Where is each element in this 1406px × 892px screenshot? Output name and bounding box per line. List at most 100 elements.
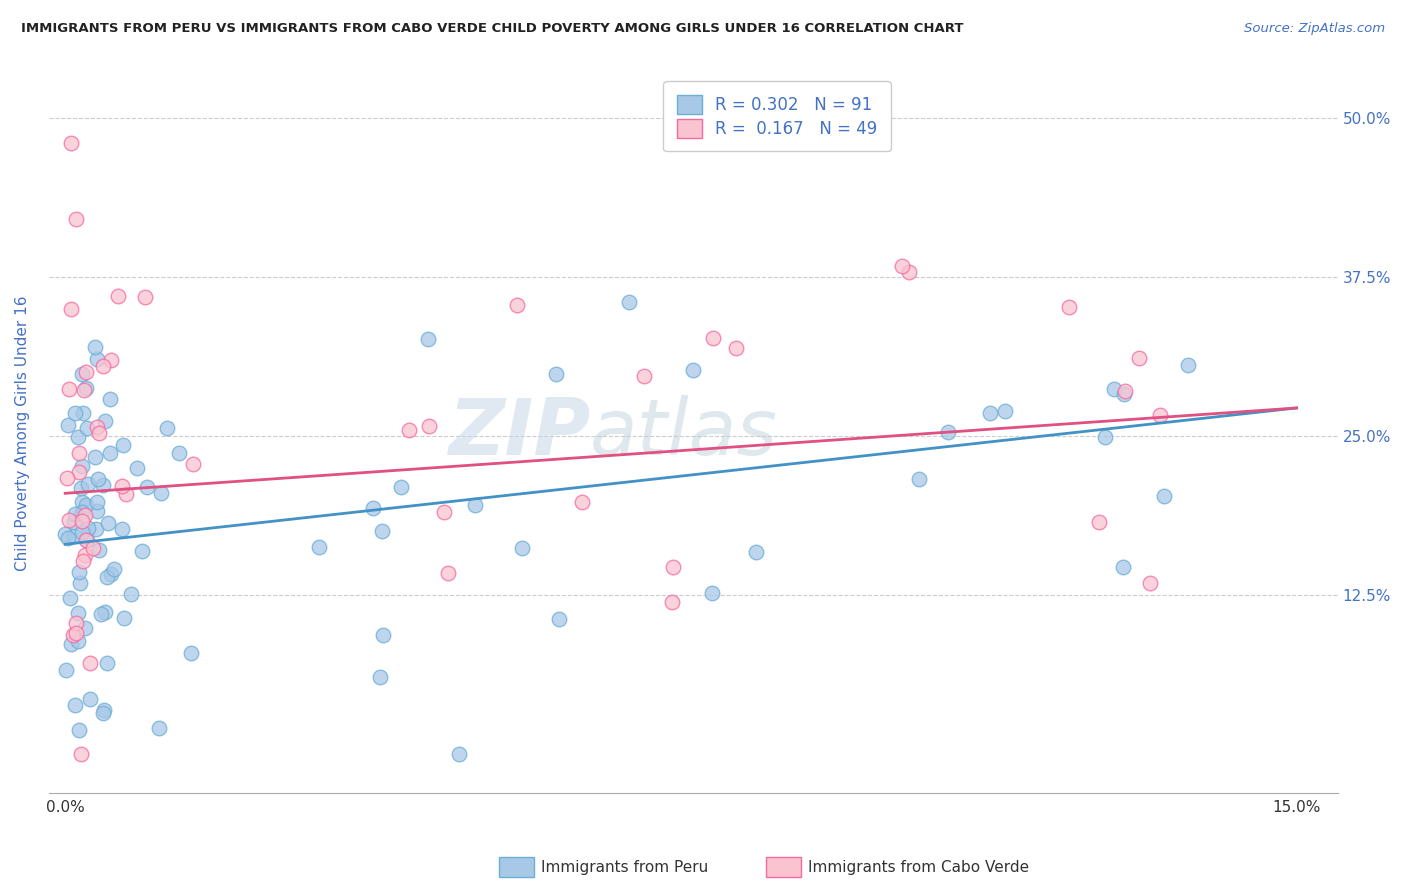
Point xyxy=(662,559,685,574)
Point xyxy=(1177,358,1199,372)
Point xyxy=(75,533,97,547)
Point xyxy=(55,471,77,485)
Point xyxy=(134,290,156,304)
Point xyxy=(86,419,108,434)
Point xyxy=(745,544,768,558)
Point xyxy=(76,476,98,491)
Point xyxy=(148,721,170,735)
Point xyxy=(180,646,202,660)
Point xyxy=(56,418,79,433)
Point xyxy=(62,628,84,642)
Point xyxy=(69,481,91,495)
Point xyxy=(82,541,104,555)
Point xyxy=(67,607,90,621)
Point xyxy=(89,425,111,440)
Point xyxy=(1153,489,1175,503)
Point xyxy=(938,425,960,439)
Point xyxy=(97,516,120,530)
Point xyxy=(702,331,724,345)
Point xyxy=(70,505,93,519)
Point xyxy=(70,494,93,508)
Point xyxy=(73,508,96,522)
Point xyxy=(84,450,107,464)
Point xyxy=(76,533,98,547)
Point xyxy=(571,494,593,508)
Point xyxy=(79,692,101,706)
Point xyxy=(183,457,205,471)
Point xyxy=(59,136,82,150)
Text: ZIP: ZIP xyxy=(449,395,591,471)
Point xyxy=(70,515,93,529)
Point xyxy=(447,747,470,762)
Point xyxy=(91,359,114,373)
Point xyxy=(979,406,1001,420)
Point xyxy=(100,352,122,367)
Point xyxy=(96,570,118,584)
Point xyxy=(91,477,114,491)
Point xyxy=(63,507,86,521)
Point xyxy=(75,548,97,562)
Point xyxy=(110,522,132,536)
Point xyxy=(94,605,117,619)
Point xyxy=(87,472,110,486)
Point xyxy=(111,478,134,492)
Point xyxy=(73,383,96,397)
Point xyxy=(76,421,98,435)
Text: Immigrants from Cabo Verde: Immigrants from Cabo Verde xyxy=(808,860,1029,874)
Point xyxy=(93,706,115,720)
Point xyxy=(60,301,83,316)
Point xyxy=(93,703,115,717)
Point xyxy=(67,723,90,738)
Point xyxy=(69,747,91,762)
Point xyxy=(75,498,97,512)
Point xyxy=(702,586,724,600)
Point xyxy=(100,566,122,581)
Point xyxy=(1102,382,1125,396)
Point xyxy=(389,480,412,494)
Point xyxy=(58,513,80,527)
Text: atlas: atlas xyxy=(591,395,778,471)
Point xyxy=(70,367,93,381)
Point xyxy=(98,446,121,460)
Point xyxy=(86,494,108,508)
Point xyxy=(67,465,90,479)
Point xyxy=(67,446,90,460)
Point xyxy=(135,480,157,494)
Point xyxy=(107,289,129,303)
Point xyxy=(371,524,394,538)
Point xyxy=(83,340,105,354)
Point xyxy=(59,637,82,651)
Legend: R = 0.302   N = 91, R =  0.167   N = 49: R = 0.302 N = 91, R = 0.167 N = 49 xyxy=(664,81,890,152)
Point xyxy=(72,459,94,474)
Point xyxy=(120,587,142,601)
Point xyxy=(58,531,80,545)
Point xyxy=(1088,515,1111,529)
Point xyxy=(79,657,101,671)
Point xyxy=(897,265,920,279)
Point xyxy=(464,499,486,513)
Point xyxy=(69,576,91,591)
Point xyxy=(633,368,655,383)
Point xyxy=(1128,351,1150,365)
Point xyxy=(724,341,747,355)
Point xyxy=(58,382,80,396)
Point xyxy=(96,656,118,670)
Point xyxy=(65,615,87,630)
Point xyxy=(75,380,97,394)
Y-axis label: Child Poverty Among Girls Under 16: Child Poverty Among Girls Under 16 xyxy=(15,295,30,571)
Point xyxy=(505,298,527,312)
Point xyxy=(544,367,567,381)
Point xyxy=(416,332,439,346)
Point xyxy=(125,460,148,475)
Point xyxy=(55,663,77,677)
Point xyxy=(361,501,384,516)
Point xyxy=(63,515,86,529)
Point xyxy=(76,521,98,535)
Point xyxy=(994,404,1017,418)
Point xyxy=(98,392,121,406)
Point xyxy=(619,295,641,310)
Point xyxy=(90,607,112,622)
Point xyxy=(72,524,94,539)
Point xyxy=(908,472,931,486)
Point xyxy=(510,541,533,555)
